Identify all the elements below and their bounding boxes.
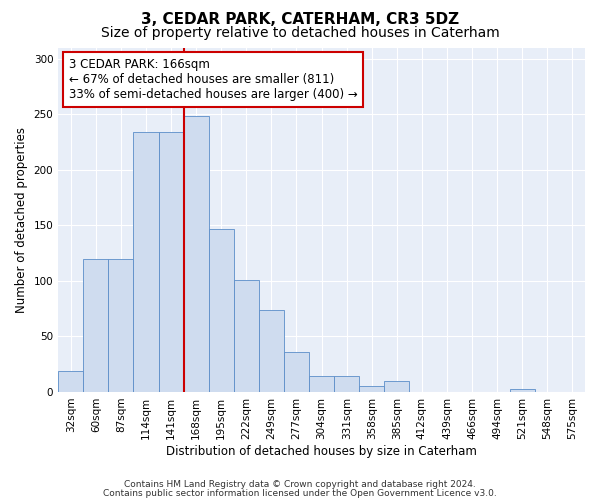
Text: 3 CEDAR PARK: 166sqm
← 67% of detached houses are smaller (811)
33% of semi-deta: 3 CEDAR PARK: 166sqm ← 67% of detached h… <box>69 58 358 101</box>
Bar <box>259 310 284 392</box>
Bar <box>209 228 234 392</box>
Bar <box>510 388 535 392</box>
Bar <box>133 132 158 392</box>
Bar <box>359 386 385 392</box>
Text: 3, CEDAR PARK, CATERHAM, CR3 5DZ: 3, CEDAR PARK, CATERHAM, CR3 5DZ <box>141 12 459 28</box>
Bar <box>58 371 83 392</box>
Text: Contains HM Land Registry data © Crown copyright and database right 2024.: Contains HM Land Registry data © Crown c… <box>124 480 476 489</box>
Bar <box>385 381 409 392</box>
Text: Size of property relative to detached houses in Caterham: Size of property relative to detached ho… <box>101 26 499 40</box>
X-axis label: Distribution of detached houses by size in Caterham: Distribution of detached houses by size … <box>166 444 477 458</box>
Bar <box>109 258 133 392</box>
Text: Contains public sector information licensed under the Open Government Licence v3: Contains public sector information licen… <box>103 488 497 498</box>
Bar <box>309 376 334 392</box>
Bar <box>334 376 359 392</box>
Bar <box>234 280 259 392</box>
Bar <box>184 116 209 392</box>
Y-axis label: Number of detached properties: Number of detached properties <box>15 126 28 312</box>
Bar <box>83 258 109 392</box>
Bar <box>158 132 184 392</box>
Bar <box>284 352 309 392</box>
